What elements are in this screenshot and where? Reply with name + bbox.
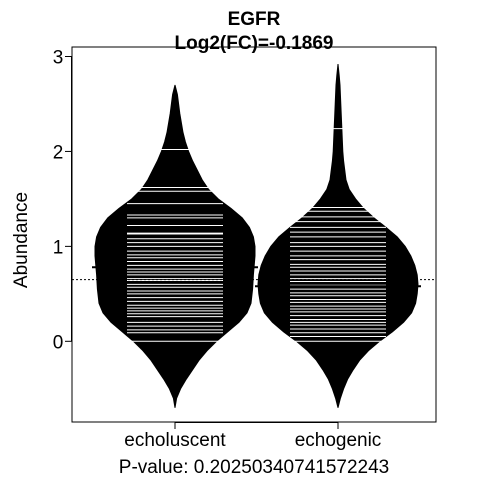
bean-echogenic — [257, 64, 419, 408]
x-tick-label-echogenic: echogenic — [295, 430, 382, 451]
chart-title: EGFR — [228, 9, 281, 30]
y-tick-label: 1 — [53, 237, 64, 258]
y-axis-label: Abundance — [11, 192, 32, 288]
axes-layer: 0 1 2 3 echoluscent echogenic — [53, 46, 437, 451]
x-axis-label: P-value: 0.20250340741572243 — [119, 457, 389, 478]
beans-layer — [72, 64, 436, 408]
y-tick-label: 2 — [53, 142, 64, 163]
y-tick-label: 0 — [53, 332, 64, 353]
y-tick-label: 3 — [53, 47, 64, 68]
x-tick-label-echoluscent: echoluscent — [124, 430, 226, 451]
chart-subtitle: Log2(FC)=-0.1869 — [175, 33, 334, 54]
